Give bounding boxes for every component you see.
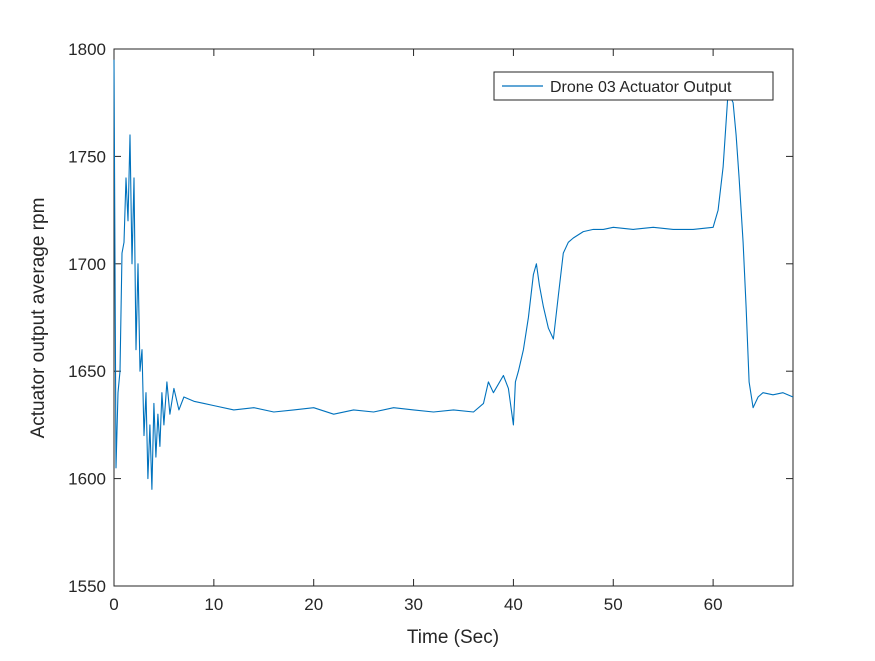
y-tick-label: 1550 (68, 577, 106, 596)
axis-tick-labels: 0 10 20 30 40 50 60 1550 1600 1650 1700 1750 1800 (68, 40, 722, 614)
y-tick-label: 1800 (68, 40, 106, 59)
x-tick-label: 40 (504, 595, 523, 614)
x-tick-label: 0 (109, 595, 118, 614)
y-tick-label: 1650 (68, 362, 106, 381)
y-tick-label: 1750 (68, 147, 106, 166)
axis-ticks (113, 48, 793, 587)
plot-area (113, 48, 794, 587)
legend: Drone 03 Actuator Output (493, 71, 774, 101)
series-layer (113, 59, 794, 490)
x-tick-label: 60 (704, 595, 723, 614)
x-axis-label: Time (Sec) (407, 627, 499, 648)
y-tick-label: 1600 (68, 470, 106, 489)
legend-entry-label: Drone 03 Actuator Output (550, 79, 732, 96)
y-axis-label: Actuator output average rpm (28, 198, 49, 439)
x-tick-label: 10 (204, 595, 223, 614)
x-tick-label: 30 (404, 595, 423, 614)
x-tick-label: 20 (304, 595, 323, 614)
y-tick-label: 1700 (68, 255, 106, 274)
series-line (113, 59, 794, 490)
x-tick-label: 50 (604, 595, 623, 614)
